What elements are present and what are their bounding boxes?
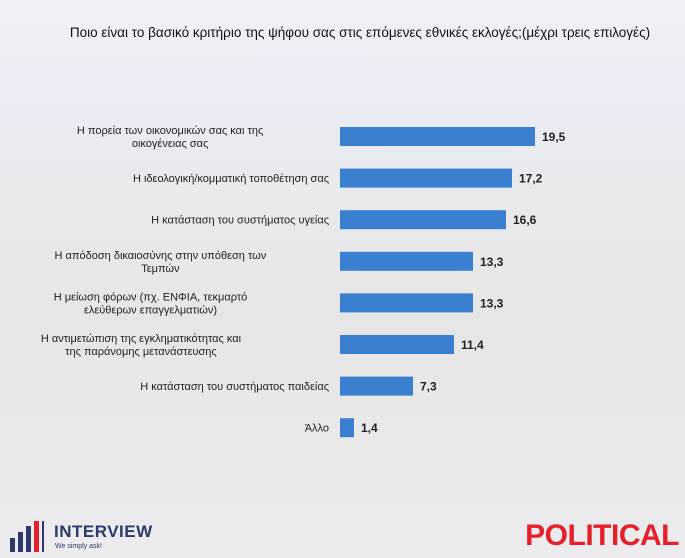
value-label-2: 16,6	[513, 213, 537, 227]
interview-logo: INTERVIEW We simply ask!	[8, 518, 208, 554]
interview-tagline: We simply ask!	[55, 543, 102, 550]
category-label-1: Η ιδεολογική/κομματική τοποθέτηση σας	[133, 173, 329, 185]
value-label-3: 13,3	[480, 255, 504, 269]
bar-3	[340, 251, 473, 271]
interview-brand-name: INTERVIEW	[54, 522, 153, 541]
value-label-0: 19,5	[542, 130, 566, 144]
value-label-5: 11,4	[461, 338, 484, 352]
chart-title: Ποιο είναι το βασικό κριτήριο της ψήφου …	[69, 25, 651, 40]
bar-5	[340, 335, 454, 354]
category-label-6: Η κατάσταση του συστήματος παιδείας	[140, 381, 329, 393]
category-label-0: Η πορεία των οικονομικών σας και της οικο…	[77, 125, 263, 150]
political-logo: POLITICAL	[525, 519, 679, 552]
interview-bars-icon	[10, 521, 44, 552]
bar-4	[340, 293, 473, 313]
value-label-7: 1,4	[361, 421, 378, 435]
value-label-1: 17,2	[519, 172, 543, 186]
bar-2	[340, 210, 506, 230]
category-label-3: Η απόδοση δικαιοσύνης στην υπόθεση των Τε…	[55, 250, 267, 275]
category-label-4: Η μείωση φόρων (πχ. ΕΝΦΙΑ, τεκμαρτό ελεύθ…	[54, 291, 248, 316]
category-label-2: Η κατάσταση του συστήματος υγείας	[151, 215, 329, 227]
category-label-7: Άλλο	[305, 423, 329, 435]
bar-7	[340, 418, 354, 438]
bar-1	[340, 168, 512, 188]
value-label-6: 7,3	[420, 380, 437, 394]
category-label-5: Η αντιμετώπιση της εγκληματικότητας και τ…	[41, 333, 242, 358]
bar-6	[340, 376, 413, 396]
bar-0	[340, 127, 535, 146]
value-label-4: 13,3	[480, 296, 504, 310]
